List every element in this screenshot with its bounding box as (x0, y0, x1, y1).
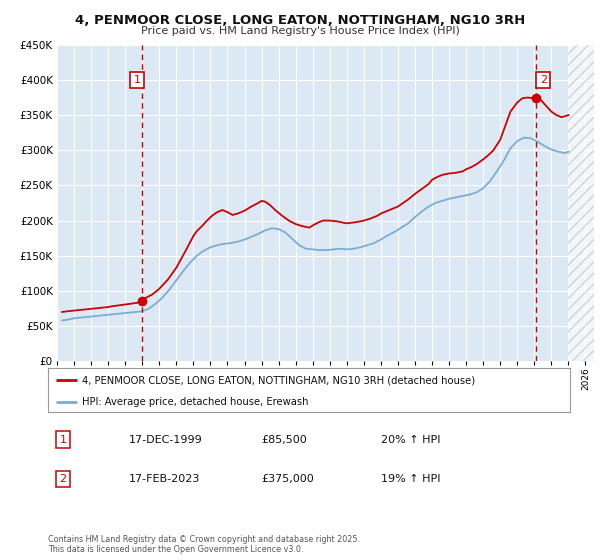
Bar (568, 45, 594, 361)
Text: Price paid vs. HM Land Registry's House Price Index (HPI): Price paid vs. HM Land Registry's House … (140, 26, 460, 36)
Text: 2: 2 (539, 75, 547, 85)
Text: 1: 1 (134, 75, 140, 85)
Text: 4, PENMOOR CLOSE, LONG EATON, NOTTINGHAM, NG10 3RH: 4, PENMOOR CLOSE, LONG EATON, NOTTINGHAM… (75, 14, 525, 27)
Text: HPI: Average price, detached house, Erewash: HPI: Average price, detached house, Erew… (82, 397, 308, 407)
Text: 1: 1 (59, 435, 67, 445)
Text: 4, PENMOOR CLOSE, LONG EATON, NOTTINGHAM, NG10 3RH (detached house): 4, PENMOOR CLOSE, LONG EATON, NOTTINGHAM… (82, 375, 475, 385)
Text: 17-FEB-2023: 17-FEB-2023 (129, 474, 200, 484)
Text: £85,500: £85,500 (261, 435, 307, 445)
Text: £375,000: £375,000 (261, 474, 314, 484)
Text: 19% ↑ HPI: 19% ↑ HPI (381, 474, 440, 484)
Text: 17-DEC-1999: 17-DEC-1999 (129, 435, 203, 445)
Text: 20% ↑ HPI: 20% ↑ HPI (381, 435, 440, 445)
Text: Contains HM Land Registry data © Crown copyright and database right 2025.
This d: Contains HM Land Registry data © Crown c… (48, 535, 360, 554)
Text: 2: 2 (59, 474, 67, 484)
